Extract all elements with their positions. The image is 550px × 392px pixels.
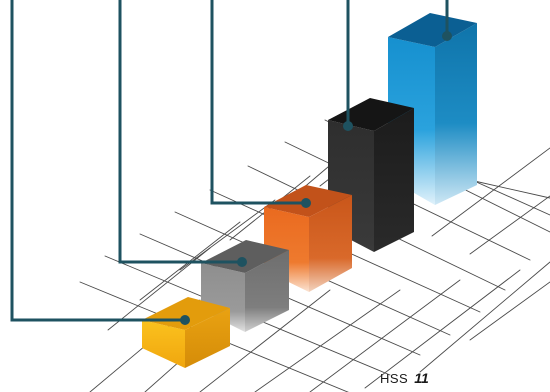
bar-gray-side (245, 250, 289, 332)
bar-yellow-front (142, 320, 185, 368)
leader-dot-orange (301, 198, 311, 208)
leader-line-gray (118, 0, 242, 264)
page-footer: HSS 11 (380, 370, 429, 392)
footer-brand: HSS (380, 371, 409, 386)
leader-dot-blue (442, 31, 452, 41)
bar-yellow-top (142, 297, 230, 330)
bar-blue-side (435, 23, 477, 205)
page-number: 11 (414, 370, 429, 386)
bar-blue-top (388, 13, 477, 47)
bar-black-side (374, 108, 414, 252)
leader-line-yellow (10, 0, 185, 322)
bar-yellow (142, 297, 230, 368)
bar-orange-side (309, 195, 352, 292)
bar-yellow-side (185, 308, 230, 368)
leader-dots (180, 31, 452, 325)
leader-dot-black (343, 121, 353, 131)
leader-dot-gray (237, 257, 247, 267)
leader-line-orange (210, 0, 306, 205)
leader-lines (10, 0, 449, 322)
bar-gray-top (201, 240, 289, 273)
leader-dot-yellow (180, 315, 190, 325)
